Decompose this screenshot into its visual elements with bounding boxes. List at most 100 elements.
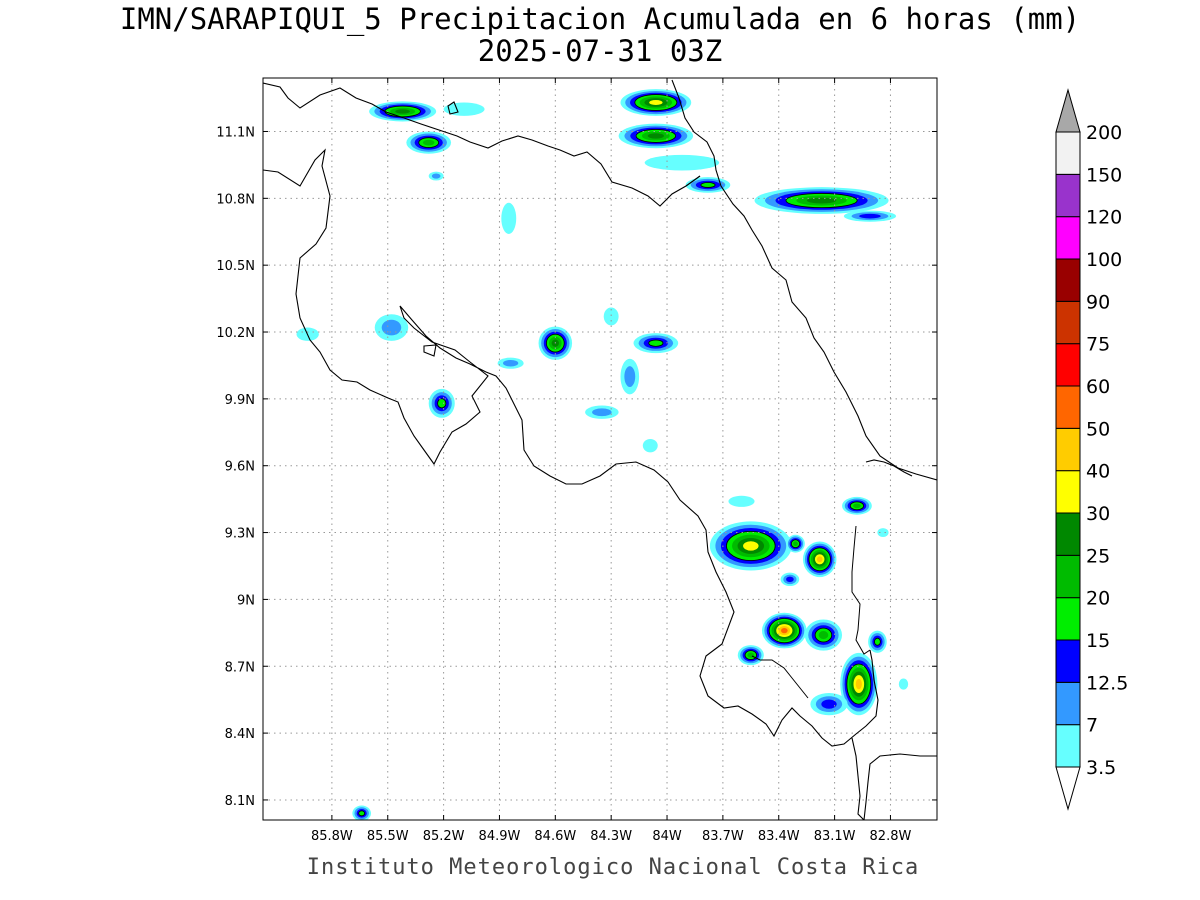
coastline-pacific [263,148,879,747]
colorbar-swatch-3 [1055,597,1081,641]
lat-tick-label-1: 10.8N [216,192,255,207]
map-axes: 85.8W 85.5W 85.2W 84.9W 84.6W 84.3W 84W 83.7W 83… [216,78,937,844]
borders [685,175,871,699]
colorbar-swatch-6 [1055,470,1081,514]
lon-tick-label-1: 85.5W [367,829,409,844]
rain-cell-23-level-4 [793,541,798,547]
rain-cell-11-level-1 [381,319,402,336]
colorbar-label-6: 30 [1086,503,1110,525]
colorbar-swatch-12 [1055,216,1081,260]
colorbar-swatch-5 [1055,512,1081,556]
border-burica [751,655,809,699]
rain-cell-21-level-0 [728,495,755,507]
rain-cell-22-level-6 [743,541,759,551]
coastline-island [423,344,437,357]
lon-tick-label-5: 84.3W [590,829,632,844]
rain-cell-15-level-0 [603,307,619,326]
colorbar-swatch-8 [1055,385,1081,429]
rain-cell-0-level-5 [395,109,410,114]
rain-cell-33-level-2 [821,699,837,709]
colorbar-label-12: 100 [1086,249,1122,271]
lon-tick-label-0: 85.8W [311,829,353,844]
colorbar-label-10: 75 [1086,334,1110,356]
colorbar-label-0: 3.5 [1086,757,1116,779]
rain-cell-17-level-1 [624,366,636,387]
footer-credit: Instituto Meteorologico Nacional Costa R… [306,855,920,880]
chart-title: IMN/SARAPIQUI_5 Precipitacion Acumulada … [119,2,1081,36]
rain-cell-32-level-7 [855,678,862,690]
rain-cell-10-level-0 [501,202,517,234]
rain-cell-28-level-8 [780,627,788,634]
colorbar-label-1: 7 [1086,715,1098,737]
colorbar-label-14: 150 [1086,164,1122,186]
rain-cell-18-level-1 [592,408,612,417]
lon-tick-label-4: 84.6W [534,829,576,844]
lon-tick-label-7: 83.7W [702,829,744,844]
lat-tick-label-2: 10.5N [216,259,255,274]
coastline-caribbean [671,79,937,481]
rain-cell-8-level-5 [806,197,837,204]
lon-tick-label-10: 82.8W [870,829,912,844]
colorbar-label-15: 200 [1086,122,1122,144]
colorbar-label-2: 12.5 [1086,672,1128,694]
colorbar-label-4: 20 [1086,588,1110,610]
rain-cell-20-level-0 [642,438,658,453]
colorbar-label-8: 50 [1086,418,1110,440]
lat-tick-label-3: 10.2N [216,326,255,341]
lat-tick-label-10: 8.1N [225,794,255,809]
colorbar-swatch-4 [1055,554,1081,599]
plot-frame [262,77,938,821]
rain-cell-24-level-7 [816,556,823,563]
lat-tick-label-6: 9.3N [225,527,255,542]
colorbar-label-11: 90 [1086,291,1110,313]
lon-tick-label-8: 83.4W [758,829,800,844]
rain-cell-16-level-1 [503,359,519,367]
lon-tick-label-9: 83.1W [814,829,856,844]
lat-tick-label-9: 8.4N [225,727,255,742]
border-north [685,175,701,187]
colorbar: 3.5 7 12.5 15 20 25 30 40 50 60 75 90 100 120 150 200 [1055,88,1128,811]
colorbar-swatch-7 [1055,427,1081,472]
coastline-burica [851,737,937,820]
rain-cell-6-level-0 [644,154,720,171]
rain-cell-35-level-3 [358,810,366,817]
lat-tick-label-4: 9.9N [225,393,255,408]
chart-subtitle: 2025-07-31 03Z [477,34,723,68]
lat-tick-label-5: 9.6N [225,460,255,475]
rain-cell-29-level-4 [818,631,829,640]
coastline-nicaragua-pacific [263,82,701,207]
colorbar-label-5: 25 [1086,545,1110,567]
coastline-lake-nicaragua [447,101,459,115]
colorbar-label-13: 120 [1086,207,1122,229]
colorbar-under-triangle [1055,766,1081,811]
coastline-panama-caribbean [865,459,913,477]
colorbar-swatch-10 [1055,300,1081,345]
rain-cell-5-level-5 [647,133,665,139]
rain-cell-19-level-3 [437,398,447,409]
map-grid [263,78,937,820]
colorbar-swatch-1 [1055,681,1081,726]
rain-cell-3-level-1 [431,173,441,179]
rain-cell-9-level-2 [859,213,881,219]
rain-cell-34-level-0 [898,678,909,690]
colorbar-swatch-14 [1055,131,1081,175]
colorbar-label-7: 40 [1086,461,1110,483]
colorbar-label-9: 60 [1086,376,1110,398]
colorbar-swatch-11 [1055,258,1081,302]
rain-cell-25-level-2 [786,576,794,583]
rain-cell-4-level-6 [649,99,663,106]
rain-cell-31-level-3 [874,637,881,646]
lat-tick-label-8: 8.7N [225,660,255,675]
rain-cell-27-level-0 [877,528,889,538]
colorbar-swatch-13 [1055,173,1081,218]
colorbar-swatch-2 [1055,639,1081,683]
colorbar-swatch-9 [1055,343,1081,387]
lon-tick-label-6: 84W [652,829,682,844]
lat-tick-label-0: 11.1N [216,125,255,140]
colorbar-over-triangle [1055,88,1081,133]
lat-tick-label-7: 9N [237,593,255,608]
coastlines [263,79,937,820]
lon-tick-label-3: 84.9W [479,829,521,844]
rain-cell-7-level-3 [700,182,716,188]
